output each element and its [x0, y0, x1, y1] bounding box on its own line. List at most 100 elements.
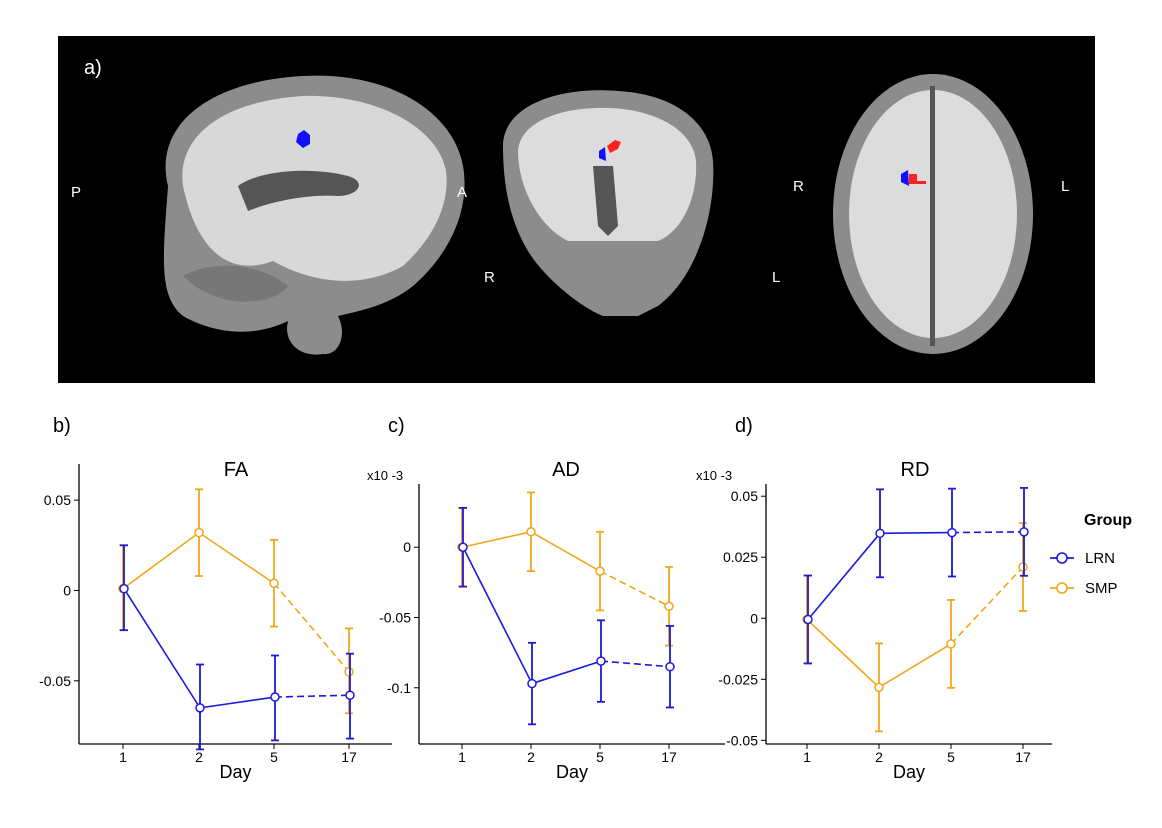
series-line-segment [274, 694, 351, 698]
series-line-segment [531, 660, 602, 685]
y-tick-label: 0.025 [723, 549, 758, 565]
x-tick-label: 17 [661, 749, 677, 765]
series-line-segment [600, 660, 671, 668]
series-smp [118, 488, 354, 715]
y-tick-label: 0 [403, 539, 411, 555]
x-tick-label: 2 [195, 749, 203, 765]
x-tick-label: 17 [1015, 749, 1031, 765]
x-axis-title: Day [556, 762, 588, 782]
series-lrn [119, 544, 355, 751]
data-point [526, 527, 536, 537]
y-tick-label: 0.05 [44, 492, 71, 508]
chart-title: AD [552, 459, 580, 481]
legend: Group LRN SMP [1050, 512, 1132, 597]
series-line-segment [530, 531, 601, 572]
data-point [596, 656, 606, 666]
legend-marker [1056, 552, 1068, 564]
data-point [194, 527, 204, 538]
data-point [664, 601, 674, 612]
legend-label-smp: SMP [1085, 580, 1118, 597]
series-line-segment [806, 618, 880, 688]
x-tick-label: 1 [803, 749, 811, 765]
panel-label-0: b) [53, 415, 71, 437]
x-tick-label: 2 [875, 749, 883, 765]
data-point [803, 614, 813, 625]
chart-fa: b) FA 0.05 0 -0.05 1 2 5 17 Day [39, 415, 392, 782]
x-tick-label: 5 [270, 749, 278, 765]
series-smp [457, 491, 674, 647]
data-point [946, 639, 956, 649]
series-line-segment [878, 643, 952, 689]
data-point [345, 690, 355, 700]
x-tick-label: 1 [119, 749, 127, 765]
data-point [527, 678, 537, 689]
x-tick-label: 1 [458, 749, 466, 765]
series-line-segment [199, 696, 276, 709]
data-point [874, 682, 884, 693]
coronal-right-label: R [484, 269, 495, 286]
coronal-slice [503, 90, 714, 316]
axial-left-label: L [1061, 178, 1069, 195]
series-line-segment [462, 546, 533, 684]
data-point [270, 692, 280, 702]
data-point [269, 578, 279, 588]
y-tick-label: 0 [63, 582, 71, 598]
x-tick-label: 5 [596, 749, 604, 765]
data-point [195, 703, 205, 713]
y-tick-label: -0.1 [387, 680, 411, 696]
series-line-segment [807, 532, 881, 621]
data-point [875, 528, 885, 539]
data-point [1019, 527, 1029, 537]
panel-label-a: a) [84, 57, 102, 79]
y-tick-label: -0.05 [726, 732, 758, 748]
series-lrn [458, 506, 675, 726]
series-line-segment [198, 531, 275, 584]
series-line-segment [951, 531, 1025, 534]
coronal-left-label: L [772, 269, 780, 286]
data-point [458, 542, 468, 552]
panel-label-1: c) [388, 415, 405, 437]
data-point [344, 666, 354, 677]
chart-title: RD [901, 459, 930, 481]
y-tick-label: -0.025 [718, 671, 758, 687]
series-line-segment [879, 531, 953, 535]
chart-rd: d) RD x10 -3 0.05 0.025 0 -0.025 -0.05 1 2 5 17 Day [696, 415, 1052, 782]
data-point [665, 661, 675, 672]
sagittal-anterior-label: A [457, 184, 467, 201]
y-tick-label: -0.05 [39, 673, 71, 689]
x-tick-label: 5 [947, 749, 955, 765]
axial-slice [833, 74, 1033, 354]
series-smp [802, 522, 1028, 733]
x-tick-label: 2 [527, 749, 535, 765]
series-line-segment [461, 531, 532, 549]
data-point [119, 583, 129, 594]
series-line-segment [122, 532, 200, 590]
y-multiplier-label: x10 -3 [696, 468, 732, 483]
brain-mri-panel: a) P A R L R L [58, 36, 1095, 383]
brain-mri-images: a) P A R L R L [71, 57, 1069, 355]
series-line-segment [950, 566, 1024, 645]
chart-ad: c) AD x10 -3 0 -0.05 -0.1 1 2 5 17 Day [367, 415, 725, 782]
legend-label-lrn: LRN [1085, 550, 1115, 567]
x-tick-label: 17 [341, 749, 357, 765]
sagittal-posterior-label: P [71, 184, 81, 201]
legend-marker [1056, 582, 1068, 594]
series-line-segment [123, 588, 201, 709]
x-axis-title: Day [219, 762, 251, 782]
data-point [595, 566, 605, 576]
data-point [947, 527, 957, 538]
y-tick-label: 0 [750, 610, 758, 626]
data-point [1018, 562, 1028, 572]
series-lrn [803, 487, 1029, 665]
series-line-segment [273, 582, 350, 673]
y-tick-label: -0.05 [379, 610, 411, 626]
chart-title: FA [224, 459, 249, 481]
y-multiplier-label: x10 -3 [367, 468, 403, 483]
panel-label-2: d) [735, 415, 753, 437]
series-line-segment [599, 570, 670, 607]
x-axis-title: Day [893, 762, 925, 782]
legend-title: Group [1084, 512, 1132, 529]
sagittal-slice [163, 75, 465, 355]
y-tick-label: 0.05 [731, 488, 758, 504]
